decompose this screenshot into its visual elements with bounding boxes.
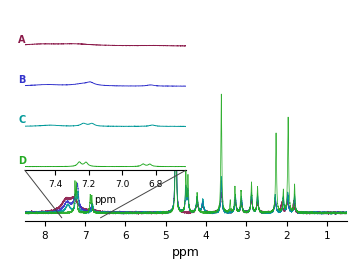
Text: C: C (18, 115, 25, 126)
X-axis label: ppm: ppm (172, 246, 200, 259)
Text: D: D (18, 156, 26, 166)
Text: A: A (18, 35, 25, 45)
X-axis label: ppm: ppm (94, 194, 116, 205)
Text: B: B (18, 75, 25, 85)
